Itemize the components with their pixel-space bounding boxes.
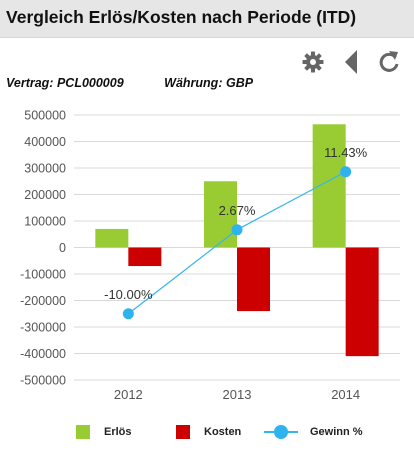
- chart-toolbar: [300, 47, 402, 77]
- currency-value: GBP: [225, 76, 254, 90]
- legend-marker-gewinn: [264, 425, 298, 439]
- legend-swatch-erloes: [76, 425, 90, 439]
- data-label-gewinn: -10.00%: [104, 287, 153, 302]
- legend-item-erloes[interactable]: Erlös: [76, 420, 132, 444]
- bar-erloes: [95, 228, 129, 248]
- collapse-left-icon: [345, 50, 357, 74]
- panel-title: Vergleich Erlös/Kosten nach Periode (ITD…: [6, 7, 357, 27]
- currency-label: Währung:: [164, 76, 223, 90]
- y-tick-label: -100000: [20, 268, 66, 282]
- revenue-cost-chart: 500000 400000 300000 200000 100000 0 -100000 -2…: [20, 109, 400, 402]
- legend-label-gewinn: Gewinn %: [310, 426, 363, 438]
- data-label-gewinn: 2.67%: [219, 203, 256, 218]
- y-tick-label: 300000: [24, 162, 66, 176]
- collapse-button[interactable]: [338, 48, 364, 76]
- panel-header: Vergleich Erlös/Kosten nach Periode (ITD…: [0, 0, 414, 38]
- legend-swatch-kosten: [176, 425, 190, 439]
- point-gewinn: [231, 224, 243, 236]
- point-gewinn: [122, 308, 134, 320]
- legend-item-kosten[interactable]: Kosten: [176, 420, 241, 444]
- y-tick-label: -300000: [20, 321, 66, 335]
- legend-item-gewinn[interactable]: Gewinn %: [264, 420, 363, 444]
- bar-kosten: [345, 247, 379, 357]
- x-tick-label: 2012: [114, 387, 143, 402]
- x-tick-label: 2013: [223, 387, 252, 402]
- y-tick-label: -500000: [20, 374, 66, 388]
- bar-kosten: [237, 247, 270, 312]
- bar-kosten: [128, 247, 162, 267]
- y-tick-label: 0: [59, 241, 66, 255]
- refresh-icon: [379, 51, 399, 72]
- point-gewinn: [340, 166, 352, 178]
- y-tick-label: 100000: [24, 215, 66, 229]
- contract-value: PCL000009: [56, 76, 124, 90]
- chart-meta: Vertrag: PCL000009 Währung: GBP: [6, 76, 253, 90]
- x-tick-label: 2014: [331, 387, 360, 402]
- contract-label: Vertrag:: [6, 76, 54, 90]
- bar-erloes: [312, 124, 346, 248]
- y-tick-label: 200000: [24, 188, 66, 202]
- y-tick-label: -400000: [20, 347, 66, 361]
- y-tick-label: -200000: [20, 294, 66, 308]
- refresh-button[interactable]: [376, 48, 402, 76]
- gear-icon: [302, 51, 324, 73]
- legend-label-kosten: Kosten: [204, 426, 242, 438]
- chart-legend: Erlös Kosten Gewinn %: [0, 420, 414, 448]
- bar-erloes: [204, 181, 237, 248]
- legend-label-erloes: Erlös: [104, 426, 132, 438]
- y-tick-label: 500000: [24, 109, 66, 123]
- data-label-gewinn: 11.43%: [324, 145, 368, 160]
- y-tick-label: 400000: [24, 135, 66, 149]
- settings-button[interactable]: [300, 48, 326, 76]
